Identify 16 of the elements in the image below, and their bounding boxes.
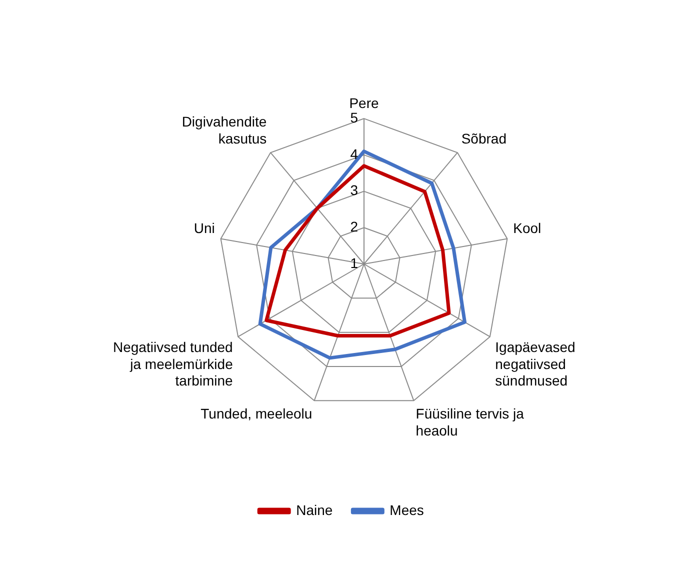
y-tick-label: 5 [350, 109, 358, 126]
y-tick-label: 4 [350, 146, 358, 162]
spoke-label: Kool [513, 220, 542, 236]
spoke-label: Uni [194, 220, 215, 236]
y-tick-label: 3 [350, 182, 358, 198]
spoke-label: Digivahendite kasutus [182, 114, 267, 146]
legend-label: Naine [296, 502, 333, 518]
spoke-label: Sõbrad [461, 130, 506, 146]
spoke-label: Igapäevased negatiivsed sündmused [495, 338, 576, 389]
y-tick-label: 2 [350, 218, 358, 235]
spoke-label: Tunded, meeleolu [200, 406, 312, 422]
legend-label: Mees [390, 502, 424, 518]
spoke-label: Füüsiline tervis ja heaolu [416, 406, 524, 438]
y-tick-label: 1 [350, 254, 358, 271]
spoke-label: Negatiivsed tunded ja meelemürkide tarbimine [112, 338, 234, 389]
spoke-label: Pere [349, 95, 379, 112]
